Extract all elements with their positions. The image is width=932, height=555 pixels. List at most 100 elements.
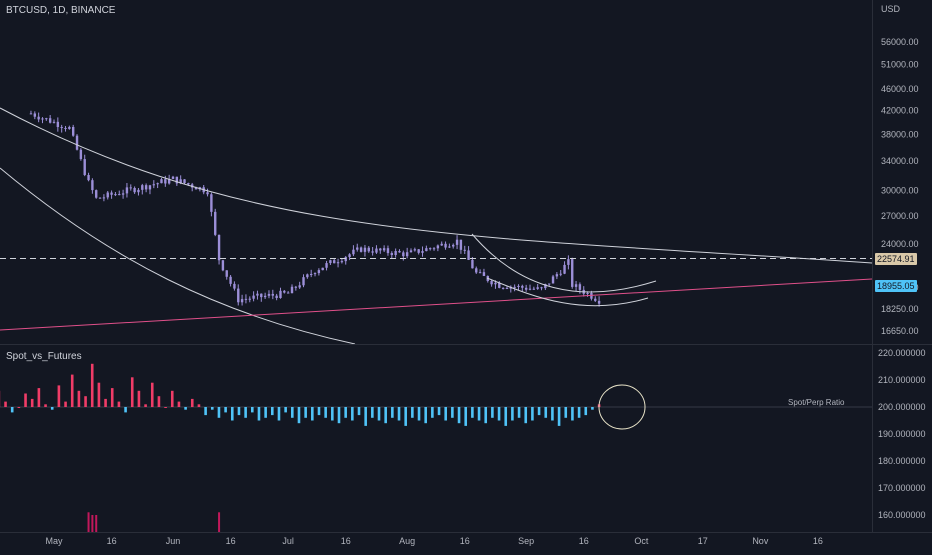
ratio-bar [251,407,254,412]
ratio-bar [278,407,281,421]
spot-perp-ratio-label: Spot/Perp Ratio [788,398,844,407]
ratio-bar [71,375,74,407]
candle-body [252,296,254,299]
candle-body [456,240,458,245]
candle-body [552,276,554,283]
ratio-bar [531,407,534,421]
candle-body [406,252,408,256]
candle-body [291,287,293,293]
ratio-bar [58,385,61,407]
ratio-bar [411,407,414,418]
candle-body [402,252,404,256]
candle-body [130,187,132,188]
ratio-spike-bar [88,512,90,532]
ratio-bar [198,404,201,407]
candle-body [76,136,78,150]
ratio-bar [284,407,287,412]
candle-body [34,113,36,116]
candle-body [467,250,469,260]
ratio-bar [158,396,161,407]
candle-body [287,293,289,294]
candle-body [364,248,366,252]
time-tick-label: 16 [460,536,470,546]
candle-body [226,270,228,276]
indicator-title[interactable]: Spot_vs_Futures [6,351,82,362]
ratio-bar [324,407,327,418]
candle-body [118,194,120,195]
price-tick-label: 56000.00 [881,37,919,47]
ratio-spike-bar [218,512,220,532]
ratio-bar [4,402,7,407]
ratio-bar [318,407,321,415]
ratio-bar [424,407,427,423]
candle-body [556,274,558,276]
candle-body [329,260,331,263]
ratio-bar [64,402,67,407]
candle-body [567,259,569,265]
candle-body [475,268,477,272]
candle-body [548,283,550,284]
ratio-bar [258,407,261,421]
ratio-bar [478,407,481,421]
ratio-bar [38,388,41,407]
ratio-bar [84,396,87,407]
ratio-spike-bar [91,515,93,532]
ratio-bar [418,407,421,421]
ratio-bar [244,407,247,418]
currency-label: USD [881,4,900,14]
ratio-bar [564,407,567,418]
candle-body [506,288,508,289]
candle-body [371,251,373,252]
candle-body [414,249,416,250]
price-tick-label: 30000.00 [881,186,919,196]
candle-body [295,287,297,288]
candle-body [348,254,350,257]
candle-body [375,249,377,253]
ratio-bar [431,407,434,418]
candle-body [333,260,335,263]
candle-body [245,299,247,300]
ratio-bar [571,407,574,421]
candle-body [310,274,312,275]
time-tick-label: Sep [518,536,534,546]
candle-body [452,245,454,247]
candle-body [57,122,59,127]
candle-body [517,286,519,287]
candle-body [383,248,385,250]
ratio-bar [171,391,174,407]
candle-body [103,197,105,198]
candle-body [322,268,324,270]
price-tick-label: 42000.00 [881,106,919,116]
ratio-bar [464,407,467,426]
candle-body [156,183,158,184]
ratio-spike-bar [95,515,97,532]
ratio-bar [538,407,541,415]
ratio-bar [31,399,34,407]
candle-body [126,187,128,193]
ratio-bar [524,407,527,423]
candle-body [540,287,542,288]
ratio-bar [371,407,374,418]
candle-body [37,117,39,120]
ratio-bar [271,407,274,415]
ratio-bar [24,394,27,408]
ratio-bar [78,391,81,407]
ratio-bar [224,407,227,412]
time-tick-label: Jun [166,536,181,546]
candle-body [421,251,423,253]
candle-body [410,250,412,252]
ratio-bar [358,407,361,415]
price-tick-label: 18250.00 [881,304,919,314]
ratio-bar [311,407,314,421]
indicator-tick-label: 160.000000 [878,510,926,520]
candle-body [279,291,281,298]
candle-body [352,250,354,255]
dashed-level-price-tag: 22574.91 [875,253,917,265]
candle-body [441,244,443,246]
ratio-bar [438,407,441,415]
ratio-bar [204,407,207,415]
ratio-bar [18,407,21,408]
